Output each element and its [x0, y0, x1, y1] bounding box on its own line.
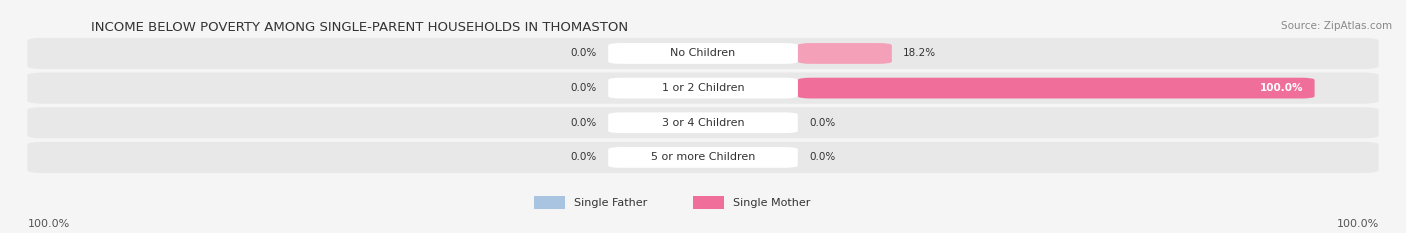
Text: 5 or more Children: 5 or more Children [651, 152, 755, 162]
FancyBboxPatch shape [28, 38, 1378, 69]
Text: 0.0%: 0.0% [571, 83, 598, 93]
FancyBboxPatch shape [28, 107, 1378, 138]
Text: No Children: No Children [671, 48, 735, 58]
FancyBboxPatch shape [534, 196, 565, 209]
Text: 0.0%: 0.0% [571, 152, 598, 162]
Text: 100.0%: 100.0% [1260, 83, 1303, 93]
FancyBboxPatch shape [28, 72, 1378, 104]
Text: Single Father: Single Father [574, 198, 647, 208]
Text: INCOME BELOW POVERTY AMONG SINGLE-PARENT HOUSEHOLDS IN THOMASTON: INCOME BELOW POVERTY AMONG SINGLE-PARENT… [91, 21, 628, 34]
Text: 3 or 4 Children: 3 or 4 Children [662, 118, 744, 128]
FancyBboxPatch shape [609, 43, 797, 64]
Text: 0.0%: 0.0% [808, 152, 835, 162]
Text: Single Mother: Single Mother [733, 198, 810, 208]
Text: 0.0%: 0.0% [571, 48, 598, 58]
FancyBboxPatch shape [797, 78, 1315, 99]
FancyBboxPatch shape [28, 142, 1378, 173]
Text: 18.2%: 18.2% [903, 48, 936, 58]
Text: Source: ZipAtlas.com: Source: ZipAtlas.com [1281, 21, 1392, 31]
FancyBboxPatch shape [609, 112, 797, 133]
Text: 100.0%: 100.0% [28, 219, 70, 229]
Text: 0.0%: 0.0% [571, 118, 598, 128]
Text: 100.0%: 100.0% [1336, 219, 1379, 229]
FancyBboxPatch shape [797, 43, 891, 64]
FancyBboxPatch shape [693, 196, 724, 209]
FancyBboxPatch shape [609, 78, 797, 99]
Text: 0.0%: 0.0% [808, 118, 835, 128]
Text: 1 or 2 Children: 1 or 2 Children [662, 83, 744, 93]
FancyBboxPatch shape [609, 147, 797, 168]
